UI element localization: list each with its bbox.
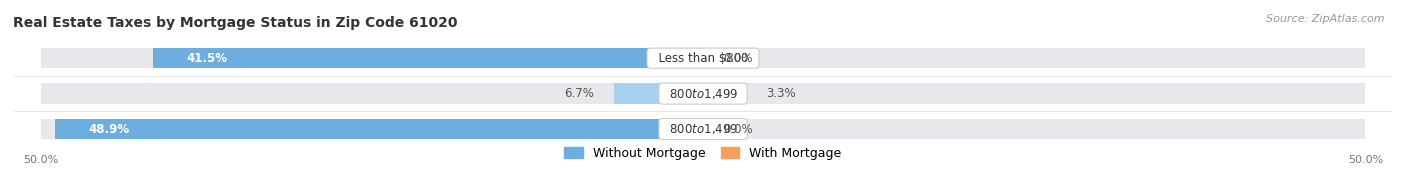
Text: $800 to $1,499: $800 to $1,499 [662, 122, 744, 136]
Bar [41, 48, 703, 68]
Text: Real Estate Taxes by Mortgage Status in Zip Code 61020: Real Estate Taxes by Mortgage Status in … [13, 16, 457, 30]
Text: 0.0%: 0.0% [723, 52, 752, 65]
Bar [153, 48, 703, 68]
Text: 6.7%: 6.7% [564, 87, 595, 100]
Text: 0.0%: 0.0% [723, 122, 752, 136]
Text: 3.3%: 3.3% [766, 87, 796, 100]
Bar [703, 83, 1365, 104]
Text: Source: ZipAtlas.com: Source: ZipAtlas.com [1267, 14, 1385, 24]
Bar [41, 83, 703, 104]
Text: $800 to $1,499: $800 to $1,499 [662, 87, 744, 101]
Bar [703, 119, 1365, 139]
Bar [614, 83, 703, 104]
Text: Less than $800: Less than $800 [651, 52, 755, 65]
Bar [55, 119, 703, 139]
Text: 48.9%: 48.9% [89, 122, 129, 136]
Legend: Without Mortgage, With Mortgage: Without Mortgage, With Mortgage [564, 147, 842, 160]
Bar [703, 48, 1365, 68]
Bar [41, 119, 703, 139]
Bar [703, 83, 747, 104]
Text: 41.5%: 41.5% [186, 52, 228, 65]
